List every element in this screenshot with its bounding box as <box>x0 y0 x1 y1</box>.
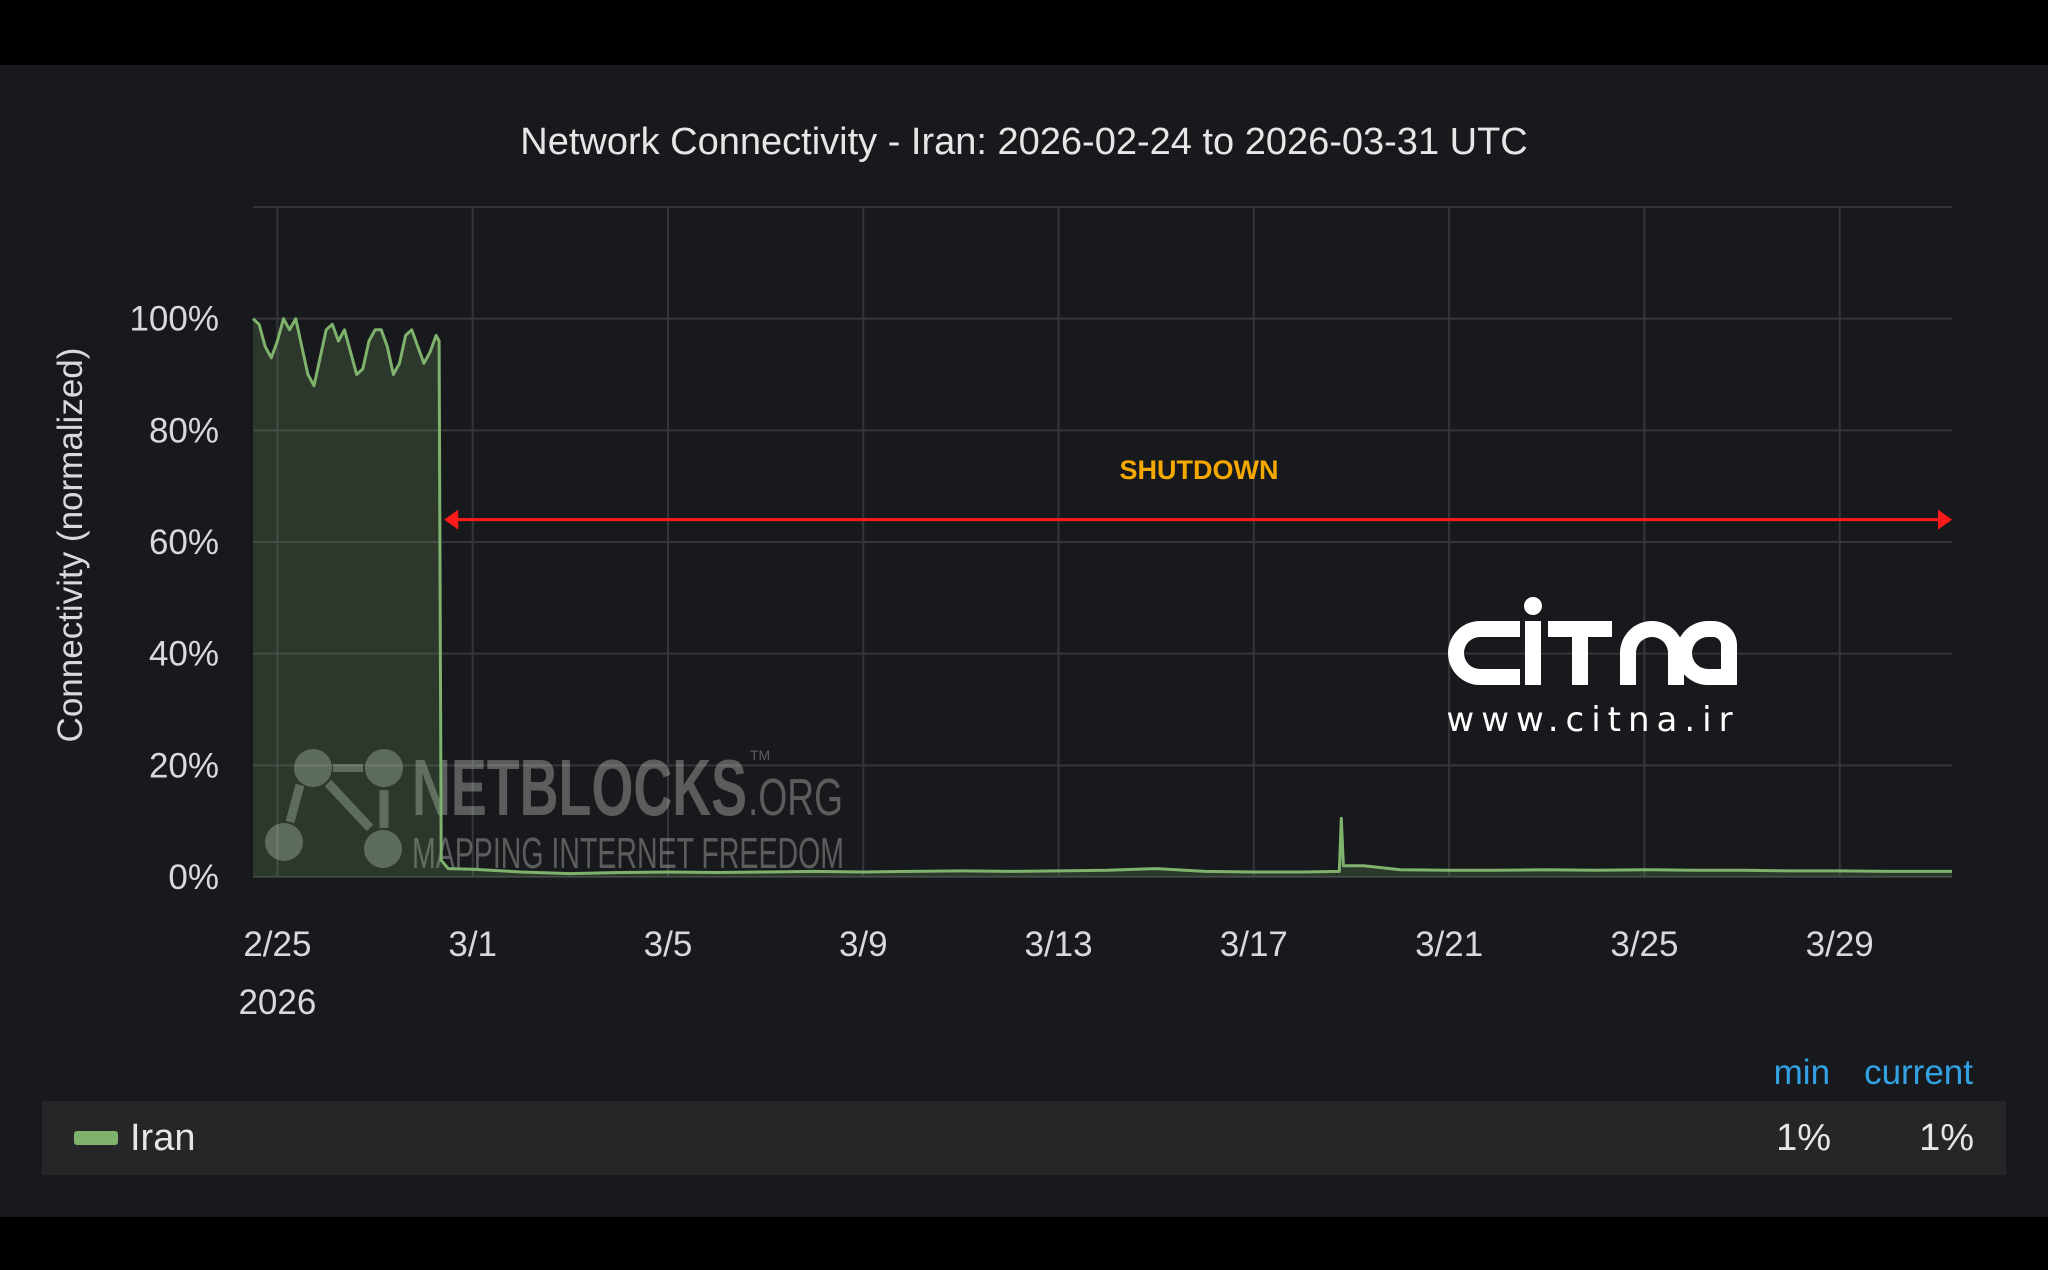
shutdown-annotation: SHUTDOWN <box>444 455 1952 530</box>
y-ticks: 0% 20% 40% 60% 80% 100% <box>129 300 219 897</box>
x-tick-label: 3/29 <box>1806 925 1874 964</box>
legend-col-min[interactable]: min <box>1773 1053 1831 1092</box>
grid <box>253 206 1952 878</box>
shutdown-label: SHUTDOWN <box>1120 455 1279 485</box>
arrow-left-head-icon <box>444 509 459 530</box>
series-layer <box>251 317 1952 877</box>
legend-current-value: 1% <box>1919 1116 1974 1159</box>
citna-watermark: www.citna.ir <box>1446 597 1739 740</box>
netblocks-name: NETBLOCKS <box>412 743 747 832</box>
x-tick-label: 2/25 <box>243 925 311 964</box>
x-tick-label: 3/9 <box>839 925 888 964</box>
citna-logo-icon <box>1448 597 1737 685</box>
series-line-iran <box>251 317 1952 876</box>
netblocks-watermark: NETBLOCKS .ORG TM MAPPING INTERNET FREED… <box>265 743 844 878</box>
y-tick-label: 60% <box>149 523 219 562</box>
y-tick-label: 80% <box>149 411 219 450</box>
citna-url: www.citna.ir <box>1446 700 1739 740</box>
y-tick-label: 100% <box>129 300 219 339</box>
x-tick-label: 3/17 <box>1220 925 1288 964</box>
x-ticks: 2/25 2026 3/1 3/5 3/9 3/13 3/17 3/21 3/25 3/29 <box>238 925 1873 1022</box>
x-tick-label: 3/13 <box>1024 925 1092 964</box>
legend-col-current[interactable]: current <box>1864 1053 1973 1092</box>
legend-min-value: 1% <box>1776 1116 1831 1159</box>
netblocks-suffix: .ORG <box>748 769 843 827</box>
netblocks-logo-icon <box>265 749 403 868</box>
y-axis-label: Connectivity (normalized) <box>51 348 90 743</box>
legend-series-name[interactable]: Iran <box>130 1116 196 1159</box>
x-tick-label: 3/21 <box>1415 925 1483 964</box>
chart-panel <box>0 65 2048 1217</box>
y-tick-label: 40% <box>149 635 219 674</box>
y-tick-label: 20% <box>149 746 219 785</box>
legend-header: min current <box>1774 1053 1973 1093</box>
arrow-right-head-icon <box>1938 509 1952 530</box>
chart-title: Network Connectivity - Iran: 2026-02-24 … <box>520 121 1527 163</box>
x-tick-label: 3/25 <box>1610 925 1678 964</box>
legend-row-iran[interactable]: Iran 1% 1% <box>42 1101 2006 1175</box>
y-tick-label: 0% <box>168 858 219 897</box>
netblocks-tm: TM <box>750 747 770 763</box>
x-tick-year-label: 2026 <box>238 983 316 1022</box>
x-tick-label: 3/5 <box>644 925 693 964</box>
series-area-iran <box>253 318 1952 877</box>
x-tick-label: 3/1 <box>448 925 497 964</box>
legend-swatch <box>74 1131 118 1145</box>
